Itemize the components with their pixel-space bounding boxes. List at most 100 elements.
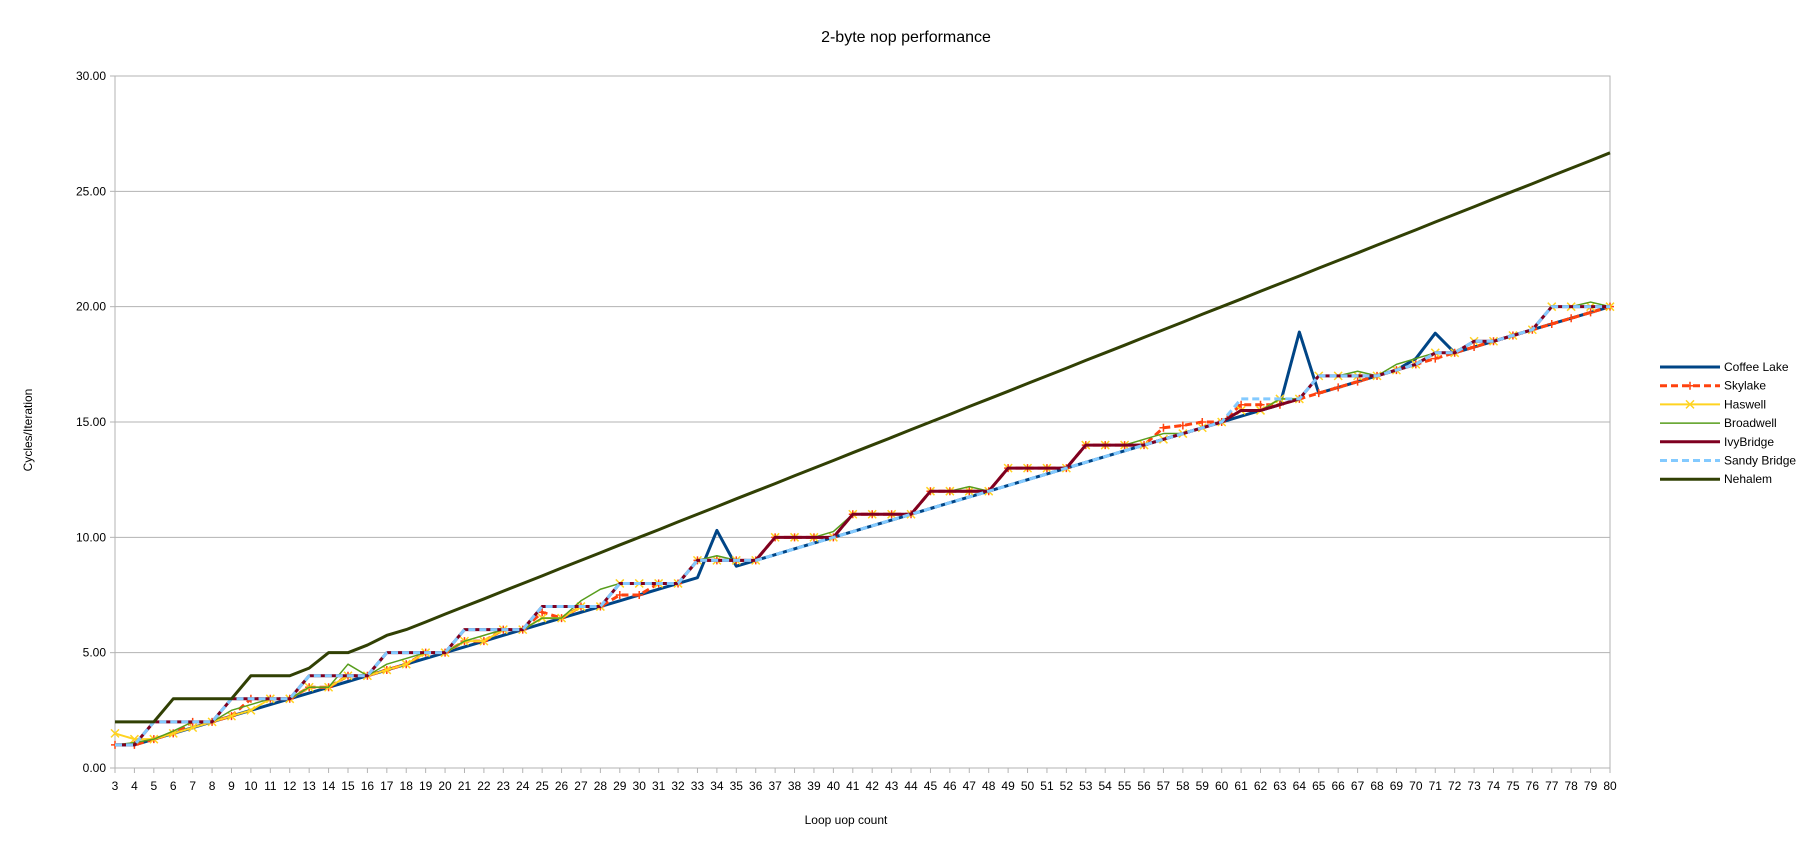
series-line	[115, 305, 1610, 747]
x-tick-label: 35	[730, 779, 744, 793]
x-tick-label: 14	[322, 779, 336, 793]
series-line	[114, 301, 1611, 746]
x-tick-label: 79	[1584, 779, 1598, 793]
legend-label: Broadwell	[1724, 416, 1777, 430]
data-point	[635, 591, 644, 599]
x-tick-label: 12	[283, 779, 297, 793]
x-tick-label: 47	[963, 779, 977, 793]
x-tick-label: 58	[1176, 779, 1190, 793]
x-axis-label: Loop uop count	[805, 813, 888, 827]
x-tick-label: 17	[380, 779, 394, 793]
legend-item: IvyBridge	[1660, 435, 1774, 449]
x-tick-label: 3	[112, 779, 119, 793]
x-tick-label: 5	[150, 779, 157, 793]
x-tick-label: 74	[1487, 779, 1501, 793]
y-tick-label: 5.00	[83, 646, 107, 660]
x-tick-label: 46	[943, 779, 957, 793]
series-nehalem	[115, 151, 1611, 724]
x-tick-label: 45	[924, 779, 938, 793]
data-point	[1159, 423, 1168, 432]
gridlines	[115, 75, 1610, 769]
y-tick-label: 25.00	[76, 184, 106, 198]
x-tick-label: 52	[1060, 779, 1074, 793]
legend-item: Nehalem	[1660, 472, 1772, 486]
x-tick-label: 13	[302, 779, 316, 793]
x-tick-label: 60	[1215, 779, 1229, 793]
x-tick-label: 9	[228, 779, 235, 793]
x-tick-label: 42	[866, 779, 880, 793]
x-tick-label: 49	[1001, 779, 1015, 793]
x-tick-label: 75	[1506, 779, 1520, 793]
x-tick-label: 23	[497, 779, 511, 793]
x-tick-label: 34	[710, 779, 724, 793]
data-point	[538, 608, 547, 617]
data-point	[110, 728, 120, 738]
legend-label: Coffee Lake	[1724, 360, 1789, 374]
legend-item: Sandy Bridge	[1660, 454, 1796, 468]
x-tick-label: 20	[438, 779, 452, 793]
x-tick-label: 37	[768, 779, 782, 793]
data-point	[1567, 314, 1576, 323]
x-tick-label: 31	[652, 779, 666, 793]
x-tick-label: 67	[1351, 779, 1365, 793]
data-point	[1314, 389, 1323, 398]
x-tick-label: 30	[633, 779, 647, 793]
x-tick-label: 36	[749, 779, 763, 793]
data-point	[1431, 354, 1440, 363]
x-tick-label: 66	[1332, 779, 1346, 793]
data-point	[382, 665, 392, 675]
legend-item: Broadwell	[1660, 416, 1777, 430]
x-tick-label: 15	[341, 779, 355, 793]
x-tick-label: 19	[419, 779, 433, 793]
y-tick-label: 10.00	[76, 530, 106, 544]
legend-marker	[1686, 381, 1694, 390]
x-tick-label: 72	[1448, 779, 1462, 793]
x-tick-label: 22	[477, 779, 491, 793]
x-tick-label: 27	[574, 779, 588, 793]
legend-label: IvyBridge	[1724, 435, 1774, 449]
x-tick-label: 6	[170, 779, 177, 793]
x-tick-label: 51	[1040, 779, 1054, 793]
data-point	[168, 728, 178, 738]
x-tick-label: 53	[1079, 779, 1093, 793]
x-tick-label: 68	[1370, 779, 1384, 793]
legend-label: Haswell	[1724, 397, 1766, 411]
data-point	[1237, 400, 1246, 409]
x-tick-label: 7	[189, 779, 196, 793]
x-tick-label: 21	[458, 779, 472, 793]
data-point	[1334, 383, 1343, 392]
x-tick-label: 55	[1118, 779, 1132, 793]
data-point	[1470, 343, 1479, 352]
series-broadwell	[114, 301, 1611, 746]
x-tick-label: 69	[1390, 779, 1404, 793]
y-axis-ticks: 0.00 5.00 10.00 15.00 20.00 25.00 30.00	[76, 69, 115, 775]
x-tick-label: 38	[788, 779, 802, 793]
series-sandy-bridge	[115, 305, 1610, 747]
data-point	[1586, 308, 1595, 317]
x-tick-label: 41	[846, 779, 860, 793]
data-point	[479, 636, 489, 646]
y-tick-label: 20.00	[76, 300, 106, 314]
x-tick-label: 76	[1526, 779, 1540, 793]
plot-area	[114, 75, 1611, 769]
data-point	[246, 705, 256, 715]
x-tick-label: 26	[555, 779, 569, 793]
x-tick-label: 24	[516, 779, 530, 793]
legend-item: Skylake	[1660, 379, 1766, 393]
legend-label: Sandy Bridge	[1724, 454, 1796, 468]
x-tick-label: 8	[209, 779, 216, 793]
x-tick-label: 10	[244, 779, 258, 793]
x-tick-label: 70	[1409, 779, 1423, 793]
y-axis-label: Cycles/Iteration	[21, 389, 35, 472]
legend-item: Coffee Lake	[1660, 360, 1789, 374]
y-tick-label: 30.00	[76, 69, 106, 83]
x-tick-label: 77	[1545, 779, 1559, 793]
x-tick-label: 40	[827, 779, 841, 793]
x-tick-label: 39	[807, 779, 821, 793]
x-tick-label: 29	[613, 779, 627, 793]
x-tick-label: 16	[361, 779, 375, 793]
x-tick-label: 73	[1467, 779, 1481, 793]
x-tick-label: 54	[1099, 779, 1113, 793]
legend: Coffee Lake Skylake Haswell Broadwell IvyBri…	[1660, 360, 1796, 486]
data-point	[615, 591, 624, 599]
